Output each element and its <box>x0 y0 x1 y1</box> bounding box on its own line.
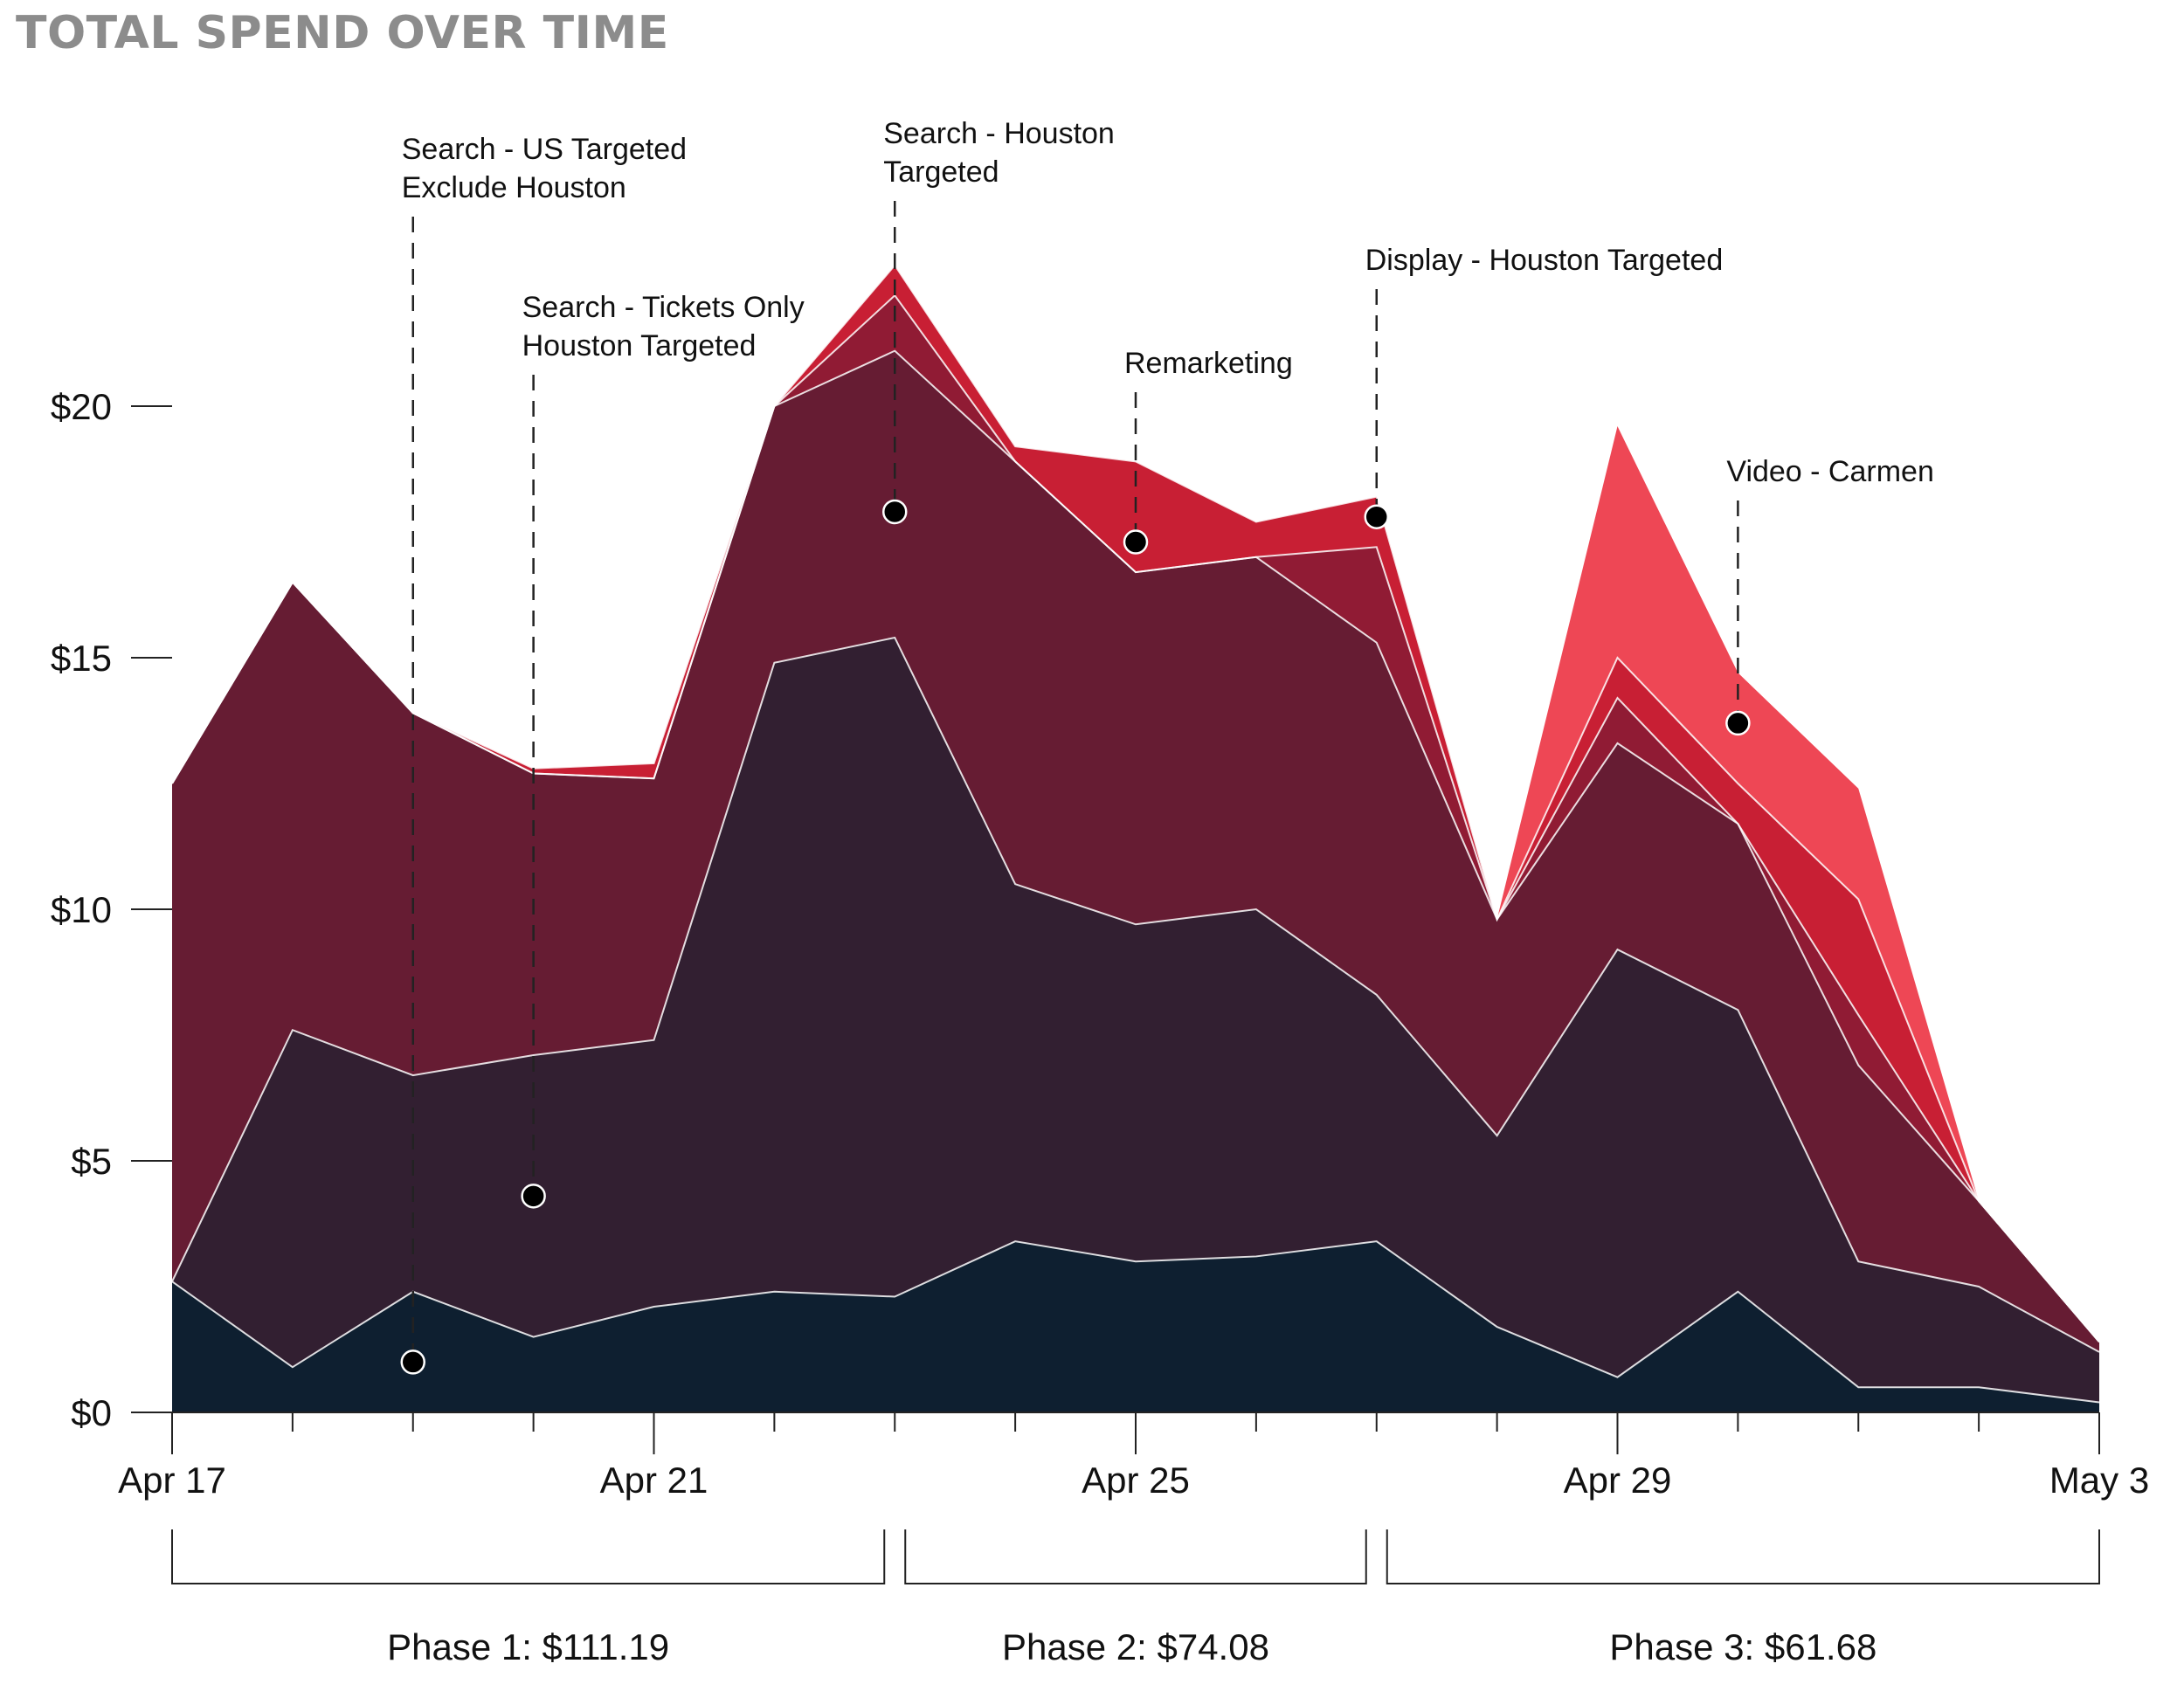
y-tick-label: $20 <box>51 386 112 427</box>
annotation-label: Targeted <box>883 155 999 189</box>
axes: Apr 17 Apr 21 Apr 25 Apr 29 May 3 $0 $5 $10 $15 $… <box>51 386 2149 1501</box>
annotation-marker <box>882 499 908 525</box>
area-series-1 <box>172 1241 2099 1412</box>
phase-bracket <box>171 1529 886 1584</box>
x-tick-label: Apr 21 <box>600 1460 708 1501</box>
series-boundary-5 <box>171 264 2100 1343</box>
x-tick-label: Apr 25 <box>1082 1460 1190 1501</box>
area-series-2 <box>172 637 2099 1412</box>
chart-title: TOTAL SPEND OVER TIME <box>16 7 669 59</box>
x-tick-label: Apr 29 <box>1564 1460 1672 1501</box>
y-tick-label: $0 <box>71 1392 112 1433</box>
y-tick-label: $10 <box>51 889 112 930</box>
phase-label: Phase 1: $111.19 <box>387 1626 669 1667</box>
series-boundary-1 <box>171 1240 2100 1404</box>
annotations: Search - US Targeted Exclude Houston Searc… <box>400 117 1934 1375</box>
area-layers <box>171 264 2100 1413</box>
x-tick-label: May 3 <box>2049 1460 2149 1501</box>
phase-bracket <box>904 1529 1367 1584</box>
y-tick-label: $5 <box>71 1141 112 1182</box>
y-tick-label: $15 <box>51 638 112 679</box>
annotation-marker <box>400 1350 425 1375</box>
annotation-label: Display - Houston Targeted <box>1365 244 1723 277</box>
annotation-marker <box>521 1184 546 1209</box>
annotation-label: Search - Houston <box>883 117 1115 150</box>
annotation-marker <box>1123 529 1149 555</box>
series-boundary-4 <box>171 293 2100 1343</box>
annotation-label: Video - Carmen <box>1726 455 1934 488</box>
annotation-label: Exclude Houston <box>402 171 626 204</box>
x-tick-label: Apr 17 <box>118 1460 226 1501</box>
annotation-label: Search - US Targeted <box>402 133 687 166</box>
annotation-marker <box>1364 504 1389 529</box>
phase-bracket <box>1386 1529 2100 1584</box>
phase-brackets: Phase 1: $111.19 Phase 2: $74.08 Phase 3: … <box>171 1529 2100 1667</box>
annotation-marker <box>1725 710 1751 736</box>
series-boundary-2 <box>171 636 2100 1353</box>
phase-label: Phase 3: $61.68 <box>1609 1626 1876 1667</box>
phase-label: Phase 2: $74.08 <box>1002 1626 1269 1667</box>
annotation-label: Houston Targeted <box>522 329 757 362</box>
annotation-label: Remarketing <box>1124 347 1293 380</box>
annotation-label: Search - Tickets Only <box>522 291 805 324</box>
